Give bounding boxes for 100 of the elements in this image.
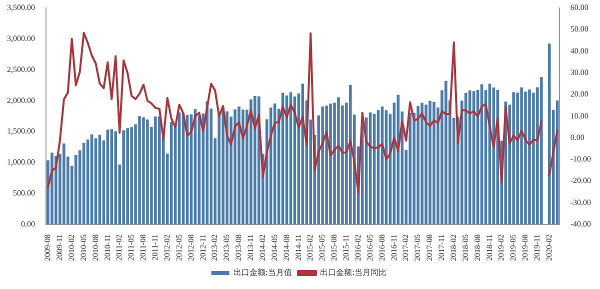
bar [337,97,340,224]
y-tick-label: 2,500.00 [7,64,35,74]
x-tick-label: 2014-11 [294,234,303,261]
bar [158,116,161,224]
y-tick-label: 2,000.00 [7,96,35,105]
x-tick-label: 2012-05 [174,234,184,262]
y-tick-label: 0.00 [21,219,35,228]
x-tick-label: 2014-02 [258,234,267,262]
x-tick-label: 2016-11 [389,234,398,261]
y-tick-label: 500.00 [13,188,35,198]
y2-tick-label: 10.00 [570,111,588,120]
bar [62,144,66,224]
y2-tick-label: 0.00 [570,132,584,142]
y-tick-label: 3,500.00 [7,3,35,12]
x-tick-label: 2010-05 [78,234,88,262]
x-tick-label: 2020-02 [544,234,554,262]
bar [154,116,157,224]
bar [329,104,332,224]
bar [218,112,220,224]
x-tick-label: 2016-02 [353,234,362,262]
x-tick-label: 2011-05 [126,234,136,261]
bar [234,109,236,224]
y2-tick-label: 50.00 [570,24,588,34]
bar [548,44,551,224]
y-tick-label: 1,500.00 [7,126,35,136]
bar [416,106,420,224]
bar [130,127,133,224]
y2-tick-label: 20.00 [570,90,588,99]
bar [142,117,145,224]
bar [50,152,54,224]
bar [444,81,448,224]
bar [250,99,252,224]
bar [254,96,256,224]
y2-tick-label: 40.00 [570,46,588,56]
bar [226,111,228,224]
x-tick-label: 2011-08 [138,234,148,261]
x-tick-label: 2009-11 [55,234,64,261]
y2-tick-label: -40.00 [570,219,592,228]
bar [428,101,432,224]
bar [424,104,428,224]
y2-tick-label: 60.00 [570,3,588,12]
x-tick-label: 2013-05 [222,234,232,262]
x-tick-label: 2018-08 [472,234,482,262]
legend-label: 出口金额:当月值 [233,268,292,278]
x-tick-label: 2010-08 [90,234,100,262]
legend-label: 出口金额:当月同比 [320,268,387,278]
x-tick-label: 2019-02 [496,234,506,262]
x-tick-label: 2011-11 [150,234,160,260]
x-tick-label: 2014-05 [270,234,279,262]
x-tick-label: 2015-05 [318,234,327,262]
x-tick-label: 2016-05 [365,234,374,262]
bar [238,106,240,224]
y2-tick-label: -20.00 [570,176,592,186]
x-tick-label: 2013-11 [246,234,256,261]
y2-tick-label: 30.00 [570,68,588,77]
y2-tick-label: -10.00 [570,154,592,164]
bar [114,131,118,224]
x-tick-label: 2009-08 [43,234,52,262]
bar [524,92,527,224]
x-tick-label: 2010-11 [102,234,112,261]
x-tick-label: 2017-05 [413,234,422,262]
x-tick-label: 2017-02 [401,234,410,262]
bar [122,130,125,224]
x-tick-label: 2014-08 [282,234,291,262]
bar [138,116,141,224]
bar [222,108,224,224]
bar [242,110,244,224]
bar [110,129,114,224]
y2-tick-label: -30.00 [570,198,592,207]
x-tick-label: 2012-02 [162,234,172,262]
x-tick-label: 2015-08 [330,234,339,262]
x-tick-label: 2010-02 [66,234,76,262]
x-tick-label: 2017-08 [425,234,434,262]
bar [408,112,412,224]
y-tick-label: 1,000.00 [7,158,35,167]
x-tick-label: 2018-05 [460,234,470,262]
bar [520,87,523,224]
x-tick-label: 2017-11 [437,234,446,261]
x-tick-label: 2013-08 [234,234,244,262]
bar [146,119,149,224]
bar [540,77,543,224]
y-tick-label: 3,000.00 [7,34,35,43]
x-tick-label: 2019-11 [532,234,542,261]
x-tick-label: 2019-08 [520,234,530,262]
x-tick-label: 2012-08 [186,234,196,262]
x-tick-label: 2015-02 [306,234,315,262]
bar [98,134,102,224]
bar [512,92,515,224]
bar [420,102,424,224]
x-tick-label: 2016-08 [377,234,386,262]
x-tick-label: 2012-11 [198,234,208,261]
x-tick-label: 2018-02 [448,234,458,262]
bar [432,102,436,224]
x-tick-label: 2015-11 [342,234,351,261]
bar [321,106,324,224]
bar [349,85,352,224]
x-tick-label: 2013-02 [210,234,220,262]
x-tick-label: 2019-05 [508,234,518,262]
bar [126,128,129,224]
bar [528,89,531,224]
